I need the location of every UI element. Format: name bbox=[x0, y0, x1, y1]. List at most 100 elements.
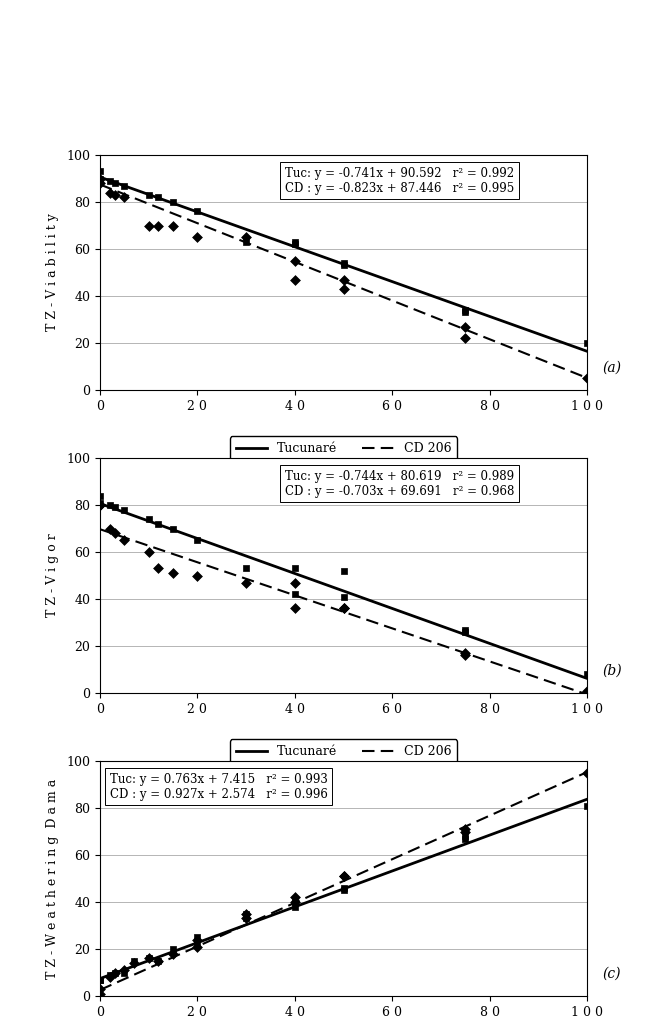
Point bbox=[143, 187, 154, 203]
Point bbox=[95, 175, 105, 191]
Point bbox=[119, 964, 129, 980]
Point bbox=[129, 955, 139, 971]
Point bbox=[109, 499, 120, 515]
Point bbox=[192, 932, 203, 948]
Point bbox=[105, 497, 115, 513]
Point bbox=[582, 765, 592, 781]
Point bbox=[460, 821, 471, 837]
Point bbox=[153, 953, 164, 969]
Point bbox=[153, 560, 164, 576]
Text: Tuc: y = 0.763x + 7.415   r² = 0.993
CD : y = 0.927x + 2.574   r² = 0.996: Tuc: y = 0.763x + 7.415 r² = 0.993 CD : … bbox=[110, 773, 327, 801]
Point bbox=[241, 560, 251, 576]
Point bbox=[109, 964, 120, 980]
Point bbox=[338, 600, 349, 617]
Point bbox=[338, 600, 349, 617]
Point bbox=[143, 544, 154, 560]
Point bbox=[167, 946, 178, 962]
Point bbox=[192, 934, 203, 950]
Point bbox=[119, 189, 129, 205]
Point bbox=[95, 488, 105, 504]
Point bbox=[95, 497, 105, 513]
Point bbox=[582, 370, 592, 386]
Point bbox=[241, 574, 251, 590]
Point bbox=[289, 253, 300, 269]
Point bbox=[153, 516, 164, 532]
Text: Tuc: y = -0.741x + 90.592   r² = 0.992
CD : y = -0.823x + 87.446   r² = 0.995: Tuc: y = -0.741x + 90.592 r² = 0.992 CD … bbox=[285, 167, 514, 195]
Point bbox=[119, 502, 129, 518]
Point bbox=[460, 302, 471, 318]
Point bbox=[289, 234, 300, 250]
Point bbox=[167, 520, 178, 536]
Point bbox=[338, 271, 349, 288]
Point bbox=[289, 898, 300, 914]
Point bbox=[95, 171, 105, 187]
Point bbox=[289, 560, 300, 576]
Point bbox=[460, 647, 471, 663]
Point bbox=[338, 868, 349, 884]
Point bbox=[167, 941, 178, 957]
Point bbox=[143, 511, 154, 527]
Point bbox=[582, 683, 592, 699]
Point bbox=[153, 217, 164, 234]
Point bbox=[153, 953, 164, 969]
Point bbox=[192, 532, 203, 549]
Point bbox=[460, 305, 471, 321]
Point bbox=[105, 969, 115, 986]
Point bbox=[119, 178, 129, 194]
Point bbox=[289, 236, 300, 252]
Legend: Tucunaré, CD 206: Tucunaré, CD 206 bbox=[229, 436, 458, 461]
Text: Tuc: y = -0.744x + 80.619   r² = 0.989
CD : y = -0.703x + 69.691   r² = 0.968: Tuc: y = -0.744x + 80.619 r² = 0.989 CD … bbox=[285, 469, 514, 498]
Point bbox=[460, 828, 471, 844]
Point bbox=[192, 939, 203, 955]
Point bbox=[95, 986, 105, 1002]
Point bbox=[460, 318, 471, 334]
Point bbox=[289, 889, 300, 905]
Point bbox=[95, 495, 105, 511]
Point bbox=[289, 271, 300, 288]
Point bbox=[153, 189, 164, 205]
Point bbox=[105, 966, 115, 982]
Point bbox=[289, 894, 300, 910]
Point bbox=[192, 567, 203, 583]
Point bbox=[167, 565, 178, 581]
Point bbox=[119, 962, 129, 978]
Point bbox=[582, 666, 592, 683]
Legend: Tucunaré, CD 206: Tucunaré, CD 206 bbox=[229, 740, 458, 765]
Point bbox=[192, 203, 203, 219]
Point bbox=[460, 622, 471, 638]
Point bbox=[105, 520, 115, 536]
Point bbox=[241, 910, 251, 927]
Point bbox=[338, 257, 349, 273]
Point bbox=[119, 532, 129, 549]
Point bbox=[109, 964, 120, 980]
Point bbox=[167, 217, 178, 234]
Point bbox=[460, 330, 471, 346]
Point bbox=[582, 798, 592, 814]
Point bbox=[109, 187, 120, 203]
Point bbox=[241, 230, 251, 246]
Point bbox=[338, 868, 349, 884]
Point bbox=[105, 173, 115, 189]
Point bbox=[192, 929, 203, 945]
Point bbox=[460, 823, 471, 839]
Point bbox=[105, 185, 115, 201]
Point bbox=[338, 588, 349, 605]
Point bbox=[582, 335, 592, 352]
Point bbox=[338, 255, 349, 271]
Point bbox=[109, 525, 120, 542]
Text: (a): (a) bbox=[602, 361, 621, 375]
Point bbox=[95, 971, 105, 988]
Point bbox=[460, 624, 471, 640]
Y-axis label: T Z - W e a t h e r i n g  D a m a: T Z - W e a t h e r i n g D a m a bbox=[46, 778, 59, 978]
Point bbox=[143, 950, 154, 966]
Text: (c): (c) bbox=[602, 967, 620, 981]
Point bbox=[338, 563, 349, 579]
Point bbox=[241, 910, 251, 927]
Y-axis label: T Z - V i g o r: T Z - V i g o r bbox=[46, 533, 59, 618]
Point bbox=[460, 645, 471, 661]
Point bbox=[241, 905, 251, 922]
Point bbox=[241, 905, 251, 922]
Point bbox=[338, 880, 349, 896]
Point bbox=[95, 171, 105, 187]
Point bbox=[289, 574, 300, 590]
